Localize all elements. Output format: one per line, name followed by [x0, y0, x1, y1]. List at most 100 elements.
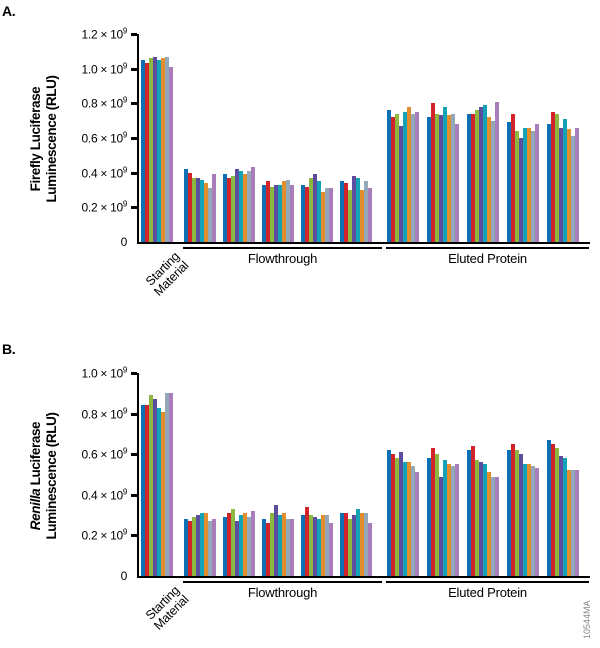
- bar-group-10: [547, 373, 579, 576]
- bar-series-8: [290, 184, 294, 242]
- bar-series-7: [571, 136, 575, 242]
- bar-series-7: [451, 466, 455, 576]
- bar-series-1: [223, 174, 227, 242]
- y-axis-tick-label: 0.6 × 109: [81, 130, 128, 146]
- bar-series-1: [262, 184, 266, 242]
- bar-series-8: [455, 124, 459, 242]
- y-axis-tick: [130, 102, 137, 105]
- section-underline: [386, 247, 589, 249]
- bar-group-7: [427, 34, 459, 242]
- bar-series-4: [235, 521, 239, 576]
- y-axis-tick-label: 0.8 × 109: [81, 95, 128, 111]
- y-axis-tick: [130, 494, 137, 497]
- bar-series-3: [475, 460, 479, 576]
- bar-series-2: [471, 446, 475, 576]
- bar-series-1: [301, 515, 305, 576]
- bar-series-4: [439, 476, 443, 576]
- bar-series-5: [403, 462, 407, 576]
- y-axis-tick-label: 1.0 × 109: [81, 61, 128, 77]
- bar-series-6: [243, 513, 247, 576]
- bar-series-6: [447, 464, 451, 576]
- bar-series-7: [491, 120, 495, 242]
- bar-series-4: [559, 456, 563, 576]
- bar-series-2: [551, 112, 555, 242]
- bar-series-4: [274, 184, 278, 242]
- bar-series-8: [368, 188, 372, 242]
- y-axis-title-line2: Luminescence (RLU): [44, 75, 59, 203]
- renilla-y-axis-title: Renilla Luciferase Luminescence (RLU): [28, 371, 60, 581]
- y-axis-tick-label: 1.0 × 109: [81, 365, 128, 381]
- bar-series-7: [208, 188, 212, 242]
- bar-series-3: [231, 509, 235, 576]
- bar-group-9: [507, 373, 539, 576]
- bar-series-4: [352, 176, 356, 242]
- bar-series-8: [251, 511, 255, 576]
- bar-series-5: [403, 112, 407, 242]
- bar-series-8: [329, 523, 333, 576]
- x-axis-section-label: Eluted Protein: [448, 585, 527, 600]
- bar-group-6: [387, 373, 419, 576]
- bar-group-2: [223, 34, 255, 242]
- bar-series-7: [531, 466, 535, 576]
- bar-series-8: [415, 112, 419, 242]
- bar-series-7: [286, 519, 290, 576]
- section-underline: [183, 581, 382, 583]
- bar-series-8: [169, 393, 173, 576]
- bar-group-1: [184, 373, 216, 576]
- bar-group-8: [467, 373, 499, 576]
- bar-series-6: [161, 58, 165, 242]
- section-underline: [386, 581, 589, 583]
- bar-series-8: [495, 476, 499, 576]
- bar-series-2: [266, 181, 270, 242]
- bar-series-3: [309, 515, 313, 576]
- y-axis-tick-label: 1.2 × 109: [81, 26, 128, 42]
- bar-series-4: [479, 462, 483, 576]
- bar-series-8: [212, 519, 216, 576]
- y-axis-tick-label: 0.4 × 109: [81, 487, 128, 503]
- bar-series-4: [274, 504, 278, 576]
- bar-series-5: [278, 515, 282, 576]
- bar-series-7: [491, 476, 495, 576]
- bar-group-5: [340, 34, 372, 242]
- bar-series-5: [563, 118, 567, 242]
- bar-group-4: [301, 34, 333, 242]
- bar-series-7: [364, 181, 368, 242]
- bar-series-6: [243, 174, 247, 242]
- bar-group-3: [262, 373, 294, 576]
- panel-b-label: B.: [2, 341, 16, 357]
- bar-series-3: [395, 113, 399, 242]
- bar-series-3: [192, 177, 196, 242]
- bar-series-5: [563, 458, 567, 576]
- bar-series-7: [364, 513, 368, 576]
- bar-group-2: [223, 373, 255, 576]
- bar-series-1: [467, 113, 471, 242]
- y-axis-tick: [130, 206, 137, 209]
- bar-series-7: [411, 113, 415, 242]
- y-axis-tick: [130, 68, 137, 71]
- bar-series-2: [227, 177, 231, 242]
- bar-series-8: [212, 174, 216, 242]
- bar-series-6: [321, 515, 325, 576]
- bar-series-5: [317, 519, 321, 576]
- bar-series-2: [305, 186, 309, 242]
- bar-series-8: [455, 464, 459, 576]
- bar-series-7: [571, 470, 575, 576]
- bar-series-4: [196, 177, 200, 242]
- bar-series-2: [471, 113, 475, 242]
- bar-series-6: [487, 472, 491, 576]
- figure-number: 10544MA: [582, 600, 592, 639]
- bar-series-2: [511, 444, 515, 576]
- bar-series-4: [399, 452, 403, 576]
- bar-series-8: [415, 472, 419, 576]
- bar-series-3: [231, 176, 235, 242]
- bar-series-2: [431, 448, 435, 576]
- bar-group-10: [547, 34, 579, 242]
- bar-series-7: [165, 56, 169, 242]
- bar-series-1: [427, 117, 431, 242]
- bar-series-6: [567, 129, 571, 242]
- y-axis-tick-label: 0.2 × 109: [81, 527, 128, 543]
- bar-series-6: [360, 513, 364, 576]
- bar-series-5: [483, 464, 487, 576]
- y-axis-tick-label: 0.8 × 109: [81, 406, 128, 422]
- bar-series-4: [153, 56, 157, 242]
